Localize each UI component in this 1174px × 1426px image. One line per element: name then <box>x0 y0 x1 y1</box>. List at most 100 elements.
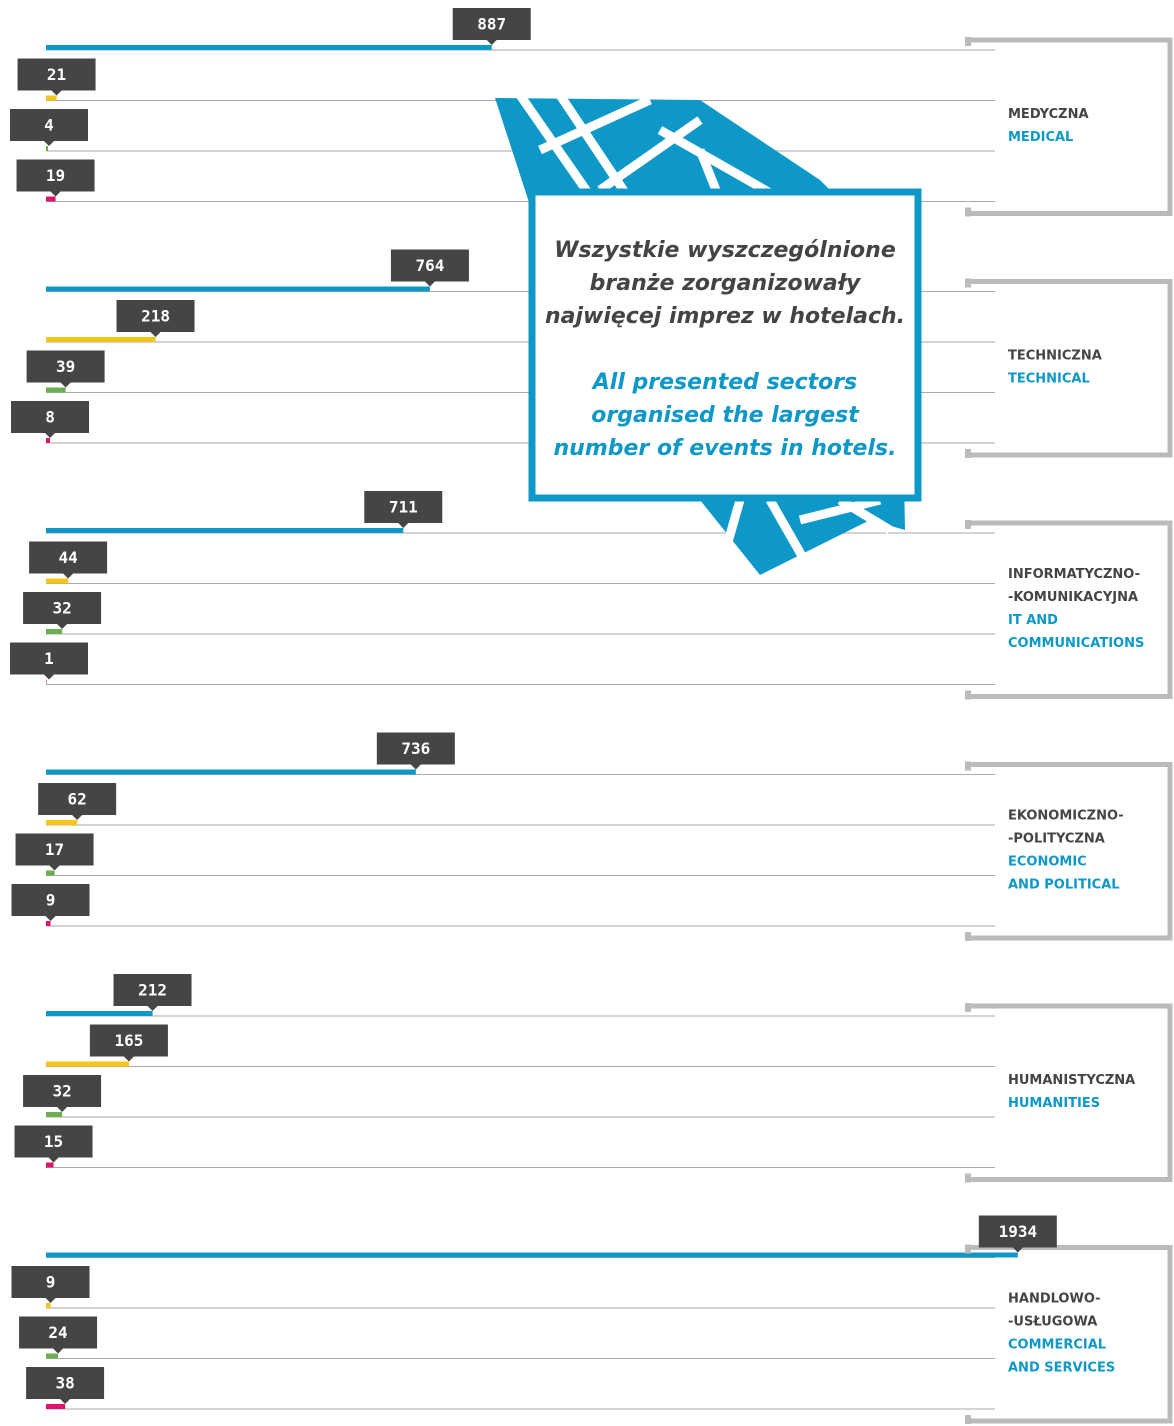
category-label: MEDYCZNA <box>1008 107 1089 122</box>
annotation-text: branże zorganizowały <box>590 271 862 296</box>
value-label: 212 <box>138 981 167 1000</box>
value-label: 887 <box>477 15 506 34</box>
value-label: 4 <box>44 116 54 135</box>
value-label-box <box>14 1125 93 1163</box>
value-label-box <box>17 58 96 96</box>
value-label: 764 <box>415 256 444 275</box>
value-label-box <box>113 974 192 1011</box>
bar <box>46 528 404 533</box>
value-label-box <box>978 1215 1057 1253</box>
category-label: -KOMUNIKACYJNA <box>1008 590 1138 605</box>
bracket <box>968 1245 1173 1424</box>
value-label-box <box>16 159 95 197</box>
category-label: HANDLOWO- <box>1008 1291 1101 1306</box>
annotation-text: Wszystkie wyszczególnione <box>554 238 896 263</box>
bar <box>46 820 78 825</box>
bar <box>46 95 57 101</box>
bracket <box>968 279 1173 458</box>
value-label: 218 <box>141 307 170 326</box>
value-label: 32 <box>52 599 71 618</box>
value-label: 21 <box>47 65 66 84</box>
value-label-box <box>116 300 195 337</box>
bar <box>46 679 47 685</box>
value-label: 736 <box>401 739 430 758</box>
category-label: INFORMATYCZNO- <box>1008 567 1140 582</box>
bar <box>46 1112 63 1117</box>
bar <box>46 1353 59 1359</box>
value-label: 711 <box>389 498 418 517</box>
bracket <box>968 520 1173 699</box>
bracket <box>968 37 1173 216</box>
value-label: 15 <box>44 1132 63 1151</box>
value-label-box <box>376 732 455 770</box>
value-label-box <box>89 1024 168 1062</box>
value-label-box <box>390 249 469 287</box>
value-label: 44 <box>58 548 77 567</box>
bar <box>46 1404 66 1409</box>
bar <box>46 1252 1018 1258</box>
value-label: 9 <box>46 1273 56 1292</box>
value-label: 24 <box>48 1323 67 1342</box>
value-label-box <box>11 884 90 921</box>
value-label: 1934 <box>999 1222 1038 1241</box>
bar <box>46 769 416 775</box>
value-label-box <box>452 8 531 45</box>
value-label-box <box>10 642 88 680</box>
bar <box>46 1303 51 1308</box>
bar <box>46 578 69 584</box>
value-label-box <box>10 109 88 146</box>
annotation-text-en: organised the largest <box>591 403 860 428</box>
value-label: 165 <box>114 1031 143 1050</box>
bar <box>46 387 66 393</box>
bar <box>46 337 156 342</box>
bar <box>46 870 55 876</box>
bar <box>46 438 51 443</box>
value-label-box <box>23 1075 102 1112</box>
category-label: TECHNICZNA <box>1008 348 1102 363</box>
category-label: -POLITYCZNA <box>1008 831 1105 846</box>
bar <box>46 921 51 926</box>
value-label: 9 <box>46 891 56 910</box>
value-label-box <box>11 401 90 438</box>
bar <box>46 1011 153 1016</box>
value-label-box <box>19 1316 98 1354</box>
category-label-en: MEDICAL <box>1008 130 1073 145</box>
value-label-box <box>29 541 108 579</box>
category-label-en: ECONOMIC <box>1008 854 1087 869</box>
category-label-en: AND POLITICAL <box>1008 877 1120 892</box>
value-label: 17 <box>45 840 64 859</box>
category-label-en: TECHNICAL <box>1008 371 1090 386</box>
value-label: 8 <box>45 408 55 427</box>
category-label-en: COMMERCIAL <box>1008 1337 1106 1352</box>
value-label-box <box>364 491 443 528</box>
bar <box>46 1162 54 1168</box>
bracket <box>968 762 1173 941</box>
value-label: 19 <box>46 166 65 185</box>
category-label-en: COMMUNICATIONS <box>1008 636 1144 651</box>
value-label-box <box>26 1367 105 1404</box>
bar <box>46 146 49 151</box>
bar <box>46 286 430 292</box>
bars <box>46 45 1018 1410</box>
annotation-text-en: All presented sectors <box>591 370 857 395</box>
category-label: HUMANISTYCZNA <box>1008 1073 1135 1088</box>
bracket <box>968 1003 1173 1182</box>
value-label-box <box>23 592 102 629</box>
value-label: 62 <box>68 790 87 809</box>
value-label-box <box>26 350 105 388</box>
annotation-text-en: number of events in hotels. <box>554 436 897 461</box>
value-label: 1 <box>44 649 54 668</box>
value-label: 32 <box>52 1082 71 1101</box>
category-label-en: AND SERVICES <box>1008 1360 1115 1375</box>
value-label-box <box>38 783 117 820</box>
bar <box>46 1061 129 1067</box>
annotation-text: najwięcej imprez w hotelach. <box>545 304 905 329</box>
value-label-box <box>11 1266 90 1303</box>
value-label-box <box>15 833 94 871</box>
bar <box>46 45 492 50</box>
category-label: -USŁUGOWA <box>1008 1314 1097 1329</box>
value-label: 39 <box>56 357 75 376</box>
category-label-en: IT AND <box>1008 613 1058 628</box>
category-label: EKONOMICZNO- <box>1008 808 1124 823</box>
